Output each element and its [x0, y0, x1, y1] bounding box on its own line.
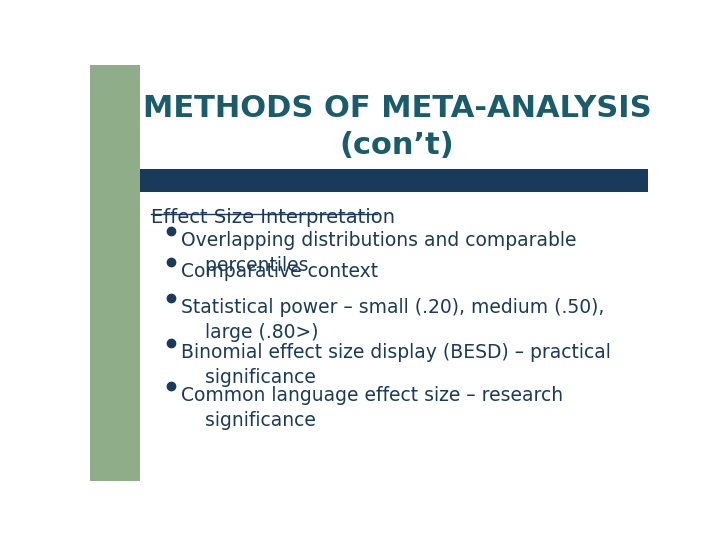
- Text: (con’t): (con’t): [340, 131, 454, 160]
- Bar: [90, 65, 140, 481]
- Text: Effect Size Interpretation: Effect Size Interpretation: [151, 208, 395, 227]
- Bar: [140, 168, 648, 192]
- Text: Common language effect size – research
    significance: Common language effect size – research s…: [181, 386, 563, 430]
- Text: Statistical power – small (.20), medium (.50),
    large (.80>): Statistical power – small (.20), medium …: [181, 299, 604, 342]
- Text: Overlapping distributions and comparable
    percentiles: Overlapping distributions and comparable…: [181, 231, 577, 275]
- Text: Comparative context: Comparative context: [181, 262, 378, 281]
- Text: METHODS OF META-ANALYSIS: METHODS OF META-ANALYSIS: [143, 94, 651, 123]
- Text: Binomial effect size display (BESD) – practical
    significance: Binomial effect size display (BESD) – pr…: [181, 342, 611, 387]
